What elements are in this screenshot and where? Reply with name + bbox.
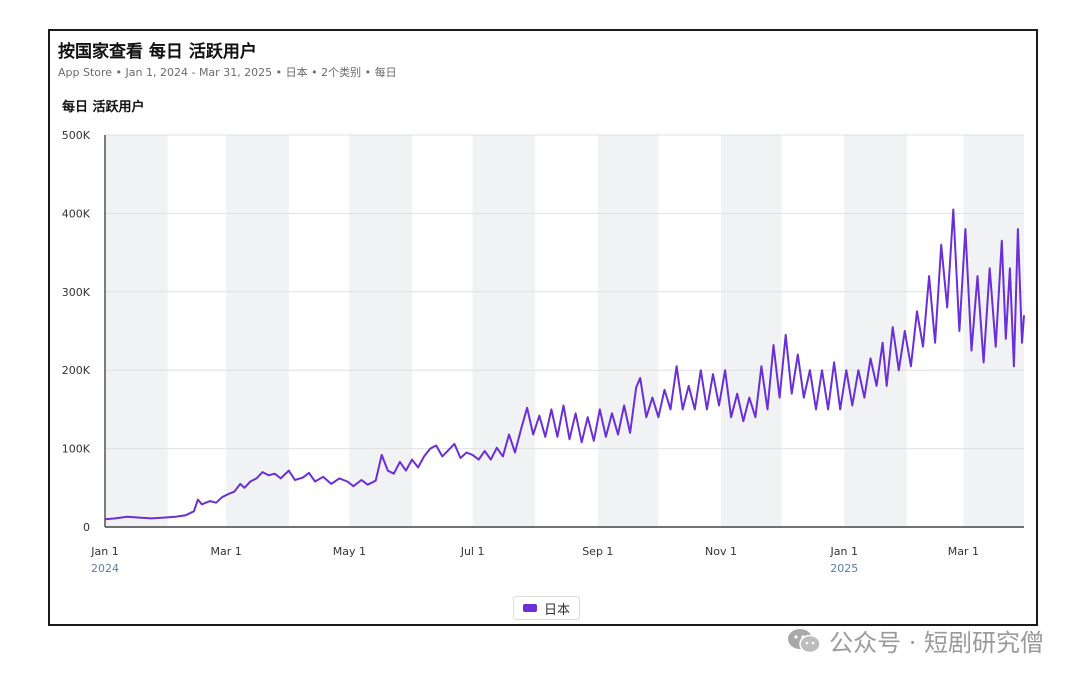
y-tick-label: 400K [62,207,91,220]
y-tick-label: 100K [62,443,91,456]
x-axis-labels: Jan 1 2024 Mar 1 May 1 Jul 1 Sep 1 Nov 1 Jan 1 2… [90,545,979,575]
series-line-japan [104,208,1025,521]
axes [104,135,1024,528]
month-band [105,135,168,527]
y-tick-label: 0 [83,521,90,534]
x-tick-label: Mar 1 [948,545,979,558]
x-tick-label: Jan 1 [90,545,118,558]
x-tick-label: Jul 1 [460,545,485,558]
y-tick-label: 300K [62,286,91,299]
y-tick-label: 500K [62,129,91,142]
wechat-icon [788,628,821,653]
month-band [721,135,782,527]
x-tick-label: Sep 1 [582,545,613,558]
x-tick-label: Jan 1 [830,545,858,558]
x-tick-label: Mar 1 [211,545,242,558]
watermark-text: 公众号 · 短剧研究僧 [829,629,1044,657]
legend-label: 日本 [544,602,571,618]
watermark: 公众号 · 短剧研究僧 [787,623,1044,658]
chart-subtitle: App Store • Jan 1, 2024 - Mar 31, 2025 •… [58,66,397,79]
month-band [597,135,659,527]
month-band [844,135,907,527]
x-tick-label: May 1 [333,545,366,558]
x-tick-label: Nov 1 [705,545,737,558]
metric-label: 每日 活跃用户 [62,100,145,115]
month-band [226,135,289,527]
month-band [349,135,413,527]
x-tick-year: 2024 [91,562,119,575]
y-tick-label: 200K [62,364,91,377]
y-axis-labels: 0 100K 200K 300K 400K 500K [62,129,91,534]
month-band [472,135,536,527]
month-bands [105,135,1024,527]
series-layer [104,208,1025,521]
x-tick-year: 2025 [830,562,858,575]
chart-title: 按国家查看 每日 活跃用户 [58,42,257,62]
legend-swatch [523,604,537,612]
legend-item-japan[interactable]: 日本 [513,596,581,620]
